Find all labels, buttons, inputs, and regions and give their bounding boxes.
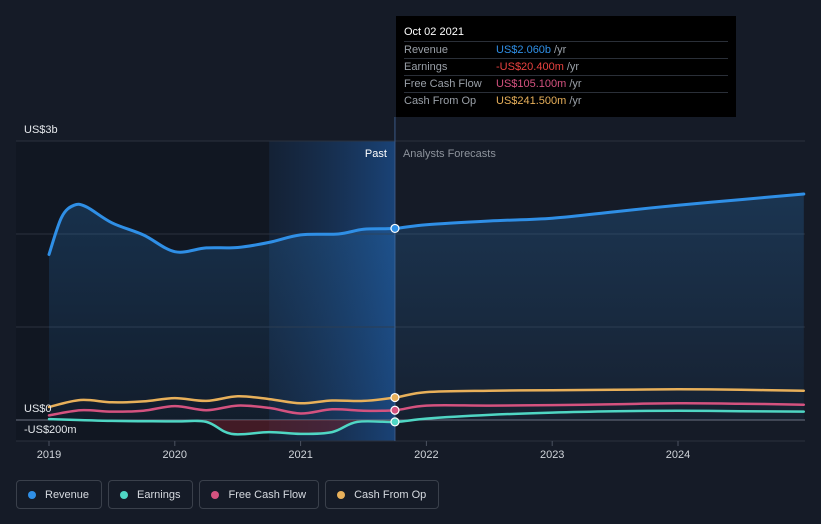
y-axis-label: US$0 bbox=[24, 403, 52, 415]
series-point-free-cash-flow bbox=[390, 405, 400, 415]
x-tick-label: 2022 bbox=[414, 449, 438, 461]
x-tick-label: 2024 bbox=[666, 449, 690, 461]
y-axis-label: -US$200m bbox=[24, 424, 77, 436]
legend-label: Free Cash Flow bbox=[228, 488, 307, 501]
tooltip-row-revenue: Revenue US$2.060b /yr bbox=[404, 41, 728, 58]
legend: Revenue Earnings Free Cash Flow Cash Fro… bbox=[16, 480, 440, 509]
series-line-cash-from-op bbox=[47, 388, 806, 409]
tooltip: Oct 02 2021 Revenue US$2.060b /yr Earnin… bbox=[396, 16, 736, 117]
tooltip-label: Revenue bbox=[404, 43, 449, 56]
tooltip-row-free-cash-flow: Free Cash Flow US$105.100m /yr bbox=[404, 75, 728, 92]
series-line-earnings bbox=[47, 409, 806, 436]
tooltip-value: US$105.100m bbox=[496, 77, 567, 90]
past-label: Past bbox=[365, 148, 387, 160]
tooltip-unit: /yr bbox=[569, 77, 582, 90]
tooltip-unit: /yr bbox=[554, 43, 567, 56]
series-point-cash-from-op bbox=[390, 392, 400, 403]
legend-label: Cash From Op bbox=[354, 488, 427, 501]
series-line-revenue bbox=[47, 192, 806, 256]
legend-dot-icon bbox=[211, 490, 220, 499]
tooltip-date: Oct 02 2021 bbox=[404, 26, 464, 38]
forecast-label: Analysts Forecasts bbox=[403, 148, 496, 160]
legend-dot-icon bbox=[337, 490, 346, 499]
legend-label: Earnings bbox=[137, 488, 181, 501]
x-tick-label: 2019 bbox=[37, 449, 61, 461]
tooltip-label: Free Cash Flow bbox=[404, 77, 482, 90]
x-tick-label: 2020 bbox=[163, 449, 187, 461]
series-point-revenue bbox=[390, 223, 400, 234]
tooltip-label: Earnings bbox=[404, 60, 448, 73]
tooltip-value: US$241.500m bbox=[496, 94, 567, 107]
legend-dot-icon bbox=[28, 490, 36, 499]
legend-label: Revenue bbox=[45, 488, 90, 501]
y-axis-label: US$3b bbox=[24, 124, 58, 136]
tooltip-unit: /yr bbox=[566, 60, 580, 73]
x-tick-label: 2023 bbox=[540, 449, 564, 461]
tooltip-label: Cash From Op bbox=[404, 94, 477, 107]
tooltip-row-earnings: Earnings -US$20.400m /yr bbox=[404, 58, 728, 75]
tooltip-row-cash-from-op: Cash From Op US$241.500m /yr bbox=[404, 92, 728, 109]
tooltip-unit: /yr bbox=[569, 94, 582, 107]
x-tick-label: 2021 bbox=[288, 449, 312, 461]
legend-item-earnings[interactable]: Earnings bbox=[108, 480, 194, 509]
earnings-negative-area bbox=[49, 419, 395, 435]
legend-item-revenue[interactable]: Revenue bbox=[16, 480, 103, 509]
tooltip-value: US$2.060b bbox=[496, 43, 552, 56]
legend-dot-icon bbox=[120, 490, 129, 499]
legend-item-cash-from-op[interactable]: Cash From Op bbox=[325, 480, 440, 509]
tooltip-value: -US$20.400m bbox=[496, 60, 564, 73]
revenue-area bbox=[49, 194, 804, 420]
legend-item-free-cash-flow[interactable]: Free Cash Flow bbox=[199, 480, 320, 509]
series-point-earnings bbox=[390, 417, 400, 427]
series-line-free-cash-flow bbox=[47, 402, 806, 417]
